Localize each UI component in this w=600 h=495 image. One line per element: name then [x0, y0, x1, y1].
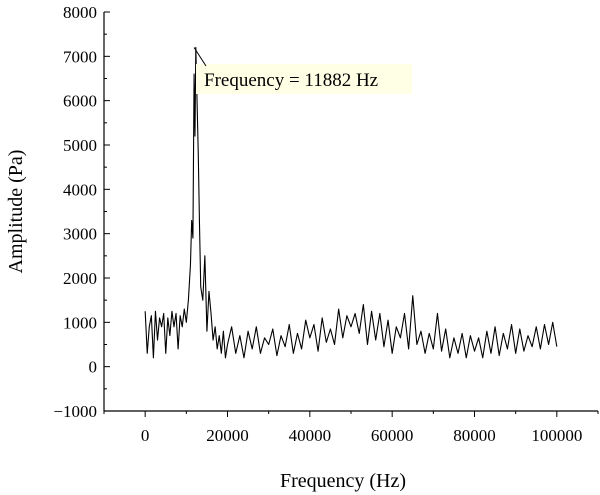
callout-leader: [193, 47, 207, 67]
y-tick-label: 1000: [63, 313, 97, 332]
x-tick-label: 80000: [453, 426, 496, 445]
x-tick-label: 20000: [206, 426, 249, 445]
y-tick-label: 0: [89, 358, 98, 377]
callout-text: Frequency = 11882 Hz: [204, 70, 378, 91]
y-tick-label: 2000: [63, 269, 97, 288]
y-tick-label: 6000: [63, 92, 97, 111]
y-axis-title: Amplitude (Pa): [5, 150, 27, 274]
y-tick-label: 4000: [63, 180, 97, 199]
x-axis-title: Frequency (Hz): [280, 470, 406, 492]
y-tick-label: 3000: [63, 225, 97, 244]
spectrum-series-line: [144, 46, 558, 359]
callout-box: [196, 64, 412, 94]
y-tick-label: 7000: [63, 47, 97, 66]
x-tick-label: 100000: [531, 426, 582, 445]
plot-area: [144, 46, 558, 359]
x-tick-label: 0: [141, 426, 150, 445]
x-tick-label: 40000: [289, 426, 332, 445]
x-tick-label: 60000: [371, 426, 414, 445]
y-tick-label: −1000: [53, 402, 97, 421]
peak-callout: Frequency = 11882 Hz: [193, 47, 412, 94]
y-tick-label: 5000: [63, 136, 97, 155]
y-tick-label: 8000: [63, 3, 97, 22]
